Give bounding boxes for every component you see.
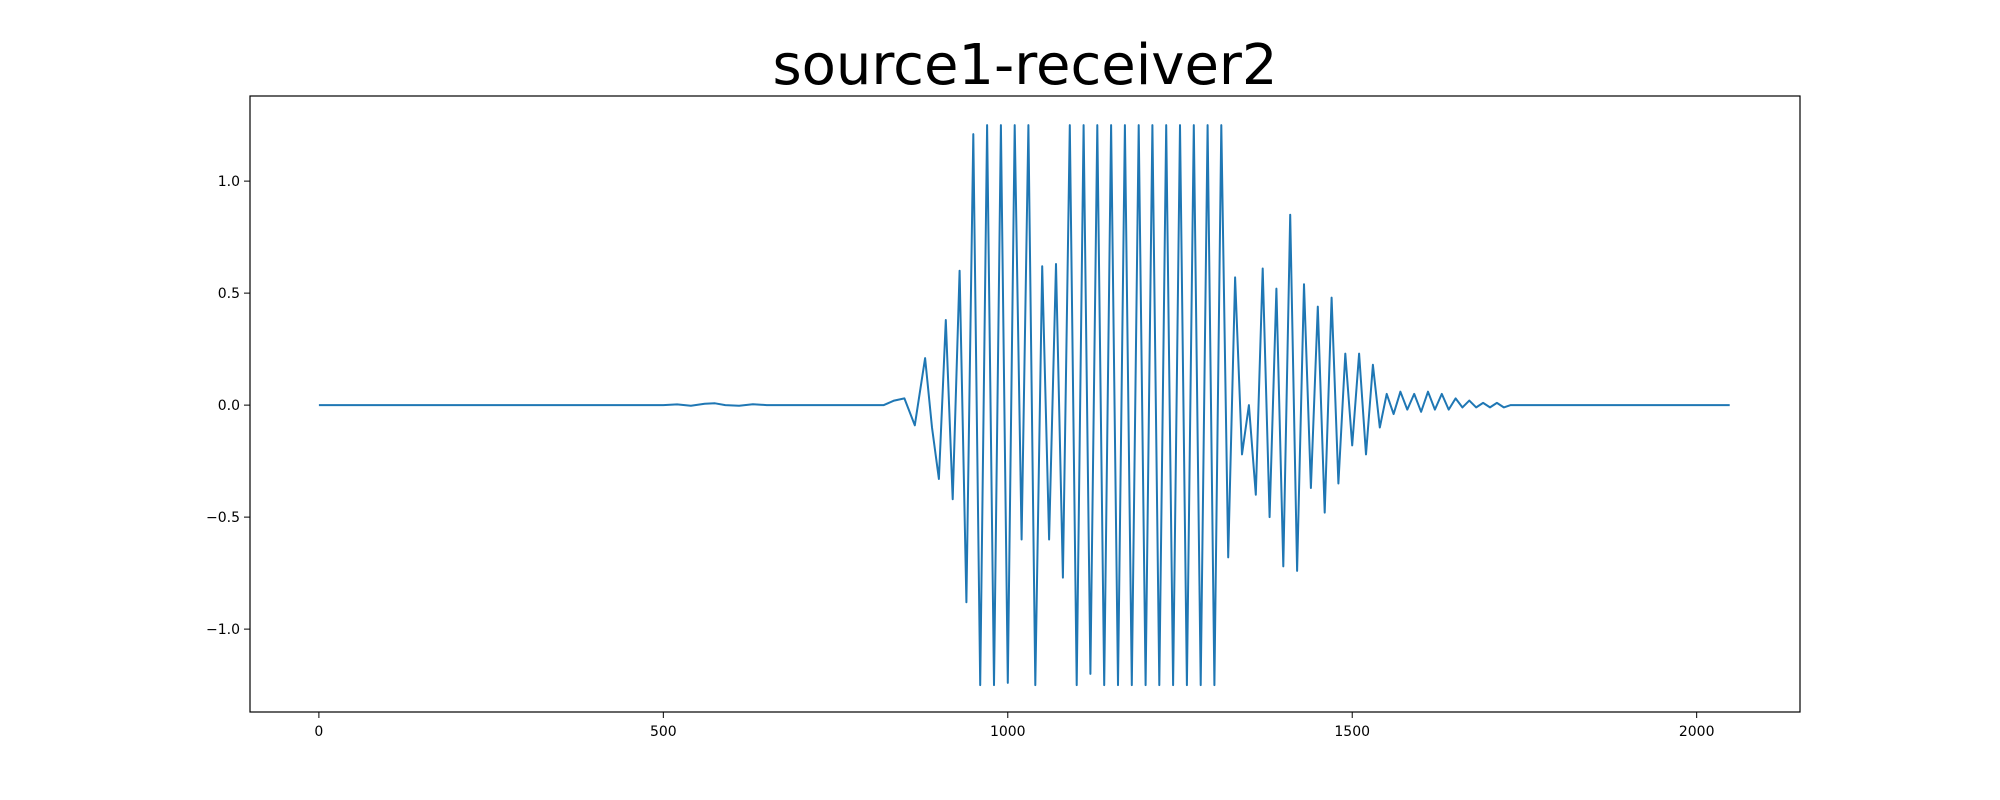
y-tick-label: 0.5 bbox=[218, 286, 240, 302]
y-tick-label: 1.0 bbox=[218, 174, 240, 190]
x-tick-label: 1500 bbox=[1334, 724, 1370, 740]
y-tick-label: −0.5 bbox=[206, 510, 240, 526]
y-axis: −1.0 −0.5 0.0 0.5 1.0 bbox=[206, 174, 250, 638]
x-tick-label: 1000 bbox=[990, 724, 1026, 740]
y-tick-label: 0.0 bbox=[218, 398, 240, 414]
x-tick-label: 0 bbox=[314, 724, 323, 740]
x-tick-label: 500 bbox=[650, 724, 677, 740]
series-line bbox=[318, 124, 1730, 687]
plot-frame bbox=[249, 95, 1801, 713]
chart-title: source1-receiver2 bbox=[772, 33, 1277, 98]
x-axis: 0 500 1000 1500 2000 bbox=[314, 712, 1714, 740]
y-tick-label: −1.0 bbox=[206, 622, 240, 638]
x-tick-label: 2000 bbox=[1679, 724, 1715, 740]
